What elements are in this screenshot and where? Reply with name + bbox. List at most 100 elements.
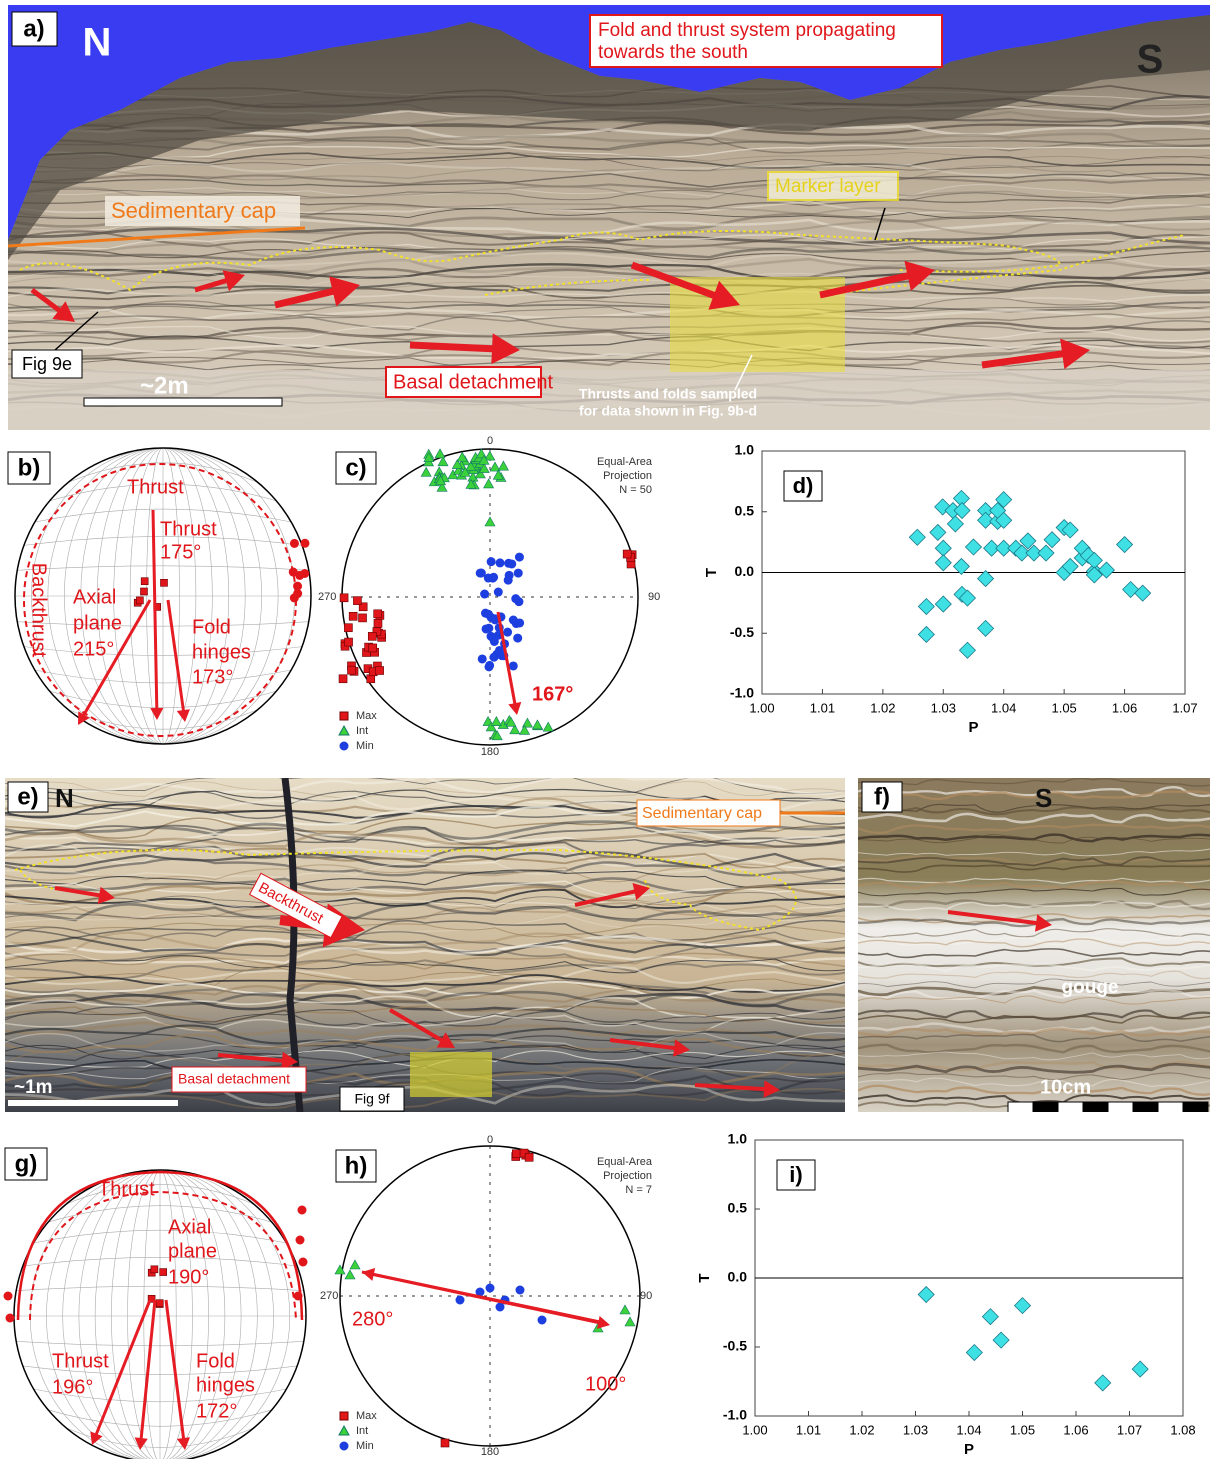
scale-label: 10cm: [1040, 1076, 1091, 1098]
point: [160, 1269, 167, 1276]
data-point: [935, 596, 951, 612]
panel-label: a): [23, 15, 44, 42]
legend-max: [340, 712, 348, 720]
south-label: S: [1137, 38, 1164, 82]
basal-label: Basal detachment: [393, 371, 554, 393]
point: [484, 662, 493, 671]
legend-label: Max: [356, 1410, 377, 1422]
scale-bar: [1133, 1102, 1158, 1114]
data-point: [1095, 1375, 1111, 1391]
y-tick-label: 0.0: [728, 1269, 748, 1285]
stereonet-c: [339, 449, 638, 745]
basal-label: Basal detachment: [178, 1071, 290, 1087]
point: [156, 1300, 163, 1307]
annotation: 172°: [196, 1400, 237, 1422]
direction-label: 270: [318, 591, 336, 603]
point: [348, 666, 356, 674]
point: [160, 579, 167, 586]
point: [480, 590, 489, 599]
point: [625, 1317, 635, 1326]
data-point: [918, 599, 934, 615]
y-tick-label: -0.5: [723, 1338, 747, 1354]
x-tick-label: 1.02: [849, 1422, 874, 1437]
point: [350, 1260, 360, 1269]
north-label: N: [83, 21, 112, 65]
legend-min: [340, 742, 349, 751]
x-tick-label: 1.03: [903, 1422, 928, 1437]
arrow: [167, 600, 190, 722]
legend-int: [339, 1426, 349, 1435]
point: [136, 597, 143, 604]
point: [300, 539, 309, 548]
point: [376, 666, 384, 674]
data-point: [918, 1287, 934, 1303]
annotation: Backthrust: [28, 563, 50, 658]
point: [623, 550, 631, 558]
annotation: 215°: [73, 638, 114, 660]
legend-int: [339, 726, 349, 735]
direction-label: 180: [481, 746, 499, 758]
projection-note: Projection: [603, 470, 652, 482]
annotation: hinges: [196, 1374, 255, 1396]
point: [374, 619, 382, 627]
legend-label: Min: [356, 740, 374, 752]
fig-ref: Fig 9e: [22, 354, 72, 374]
point: [620, 1305, 630, 1314]
stereonet-h: [335, 1146, 640, 1447]
point: [344, 624, 352, 632]
point: [514, 569, 523, 578]
point: [457, 452, 467, 461]
panel-label: h): [345, 1152, 368, 1179]
x-tick-label: 1.07: [1117, 1422, 1142, 1437]
x-tick-label: 1.00: [749, 700, 774, 715]
scale-label: ~1m: [14, 1077, 53, 1098]
panel-label: f): [874, 783, 890, 810]
sedimentary-cap-label: Sedimentary cap: [111, 198, 276, 223]
point: [487, 613, 496, 622]
y-tick-label: -0.5: [730, 624, 754, 640]
panel-f-photo: [858, 778, 1210, 1114]
scale-bar: [1008, 1102, 1033, 1114]
point: [489, 573, 498, 582]
annotation: Axial: [73, 586, 116, 608]
annotation: Fold: [196, 1350, 235, 1372]
point: [504, 576, 513, 585]
x-tick-label: 1.04: [956, 1422, 981, 1437]
point: [435, 449, 445, 458]
direction-label: 180: [481, 1446, 499, 1458]
point: [296, 1236, 305, 1245]
direction-label: 90: [640, 1290, 652, 1302]
point: [353, 597, 361, 605]
point: [487, 557, 496, 566]
x-tick-label: 1.00: [742, 1422, 767, 1437]
panel-label: g): [15, 1150, 38, 1177]
data-point: [1015, 1298, 1031, 1314]
legend-label: Int: [356, 725, 368, 737]
annotation: Thrust: [52, 1350, 109, 1372]
point: [538, 1316, 547, 1325]
y-tick-label: 0.5: [728, 1200, 748, 1216]
point: [485, 517, 495, 526]
data-point: [909, 529, 925, 545]
point: [503, 628, 512, 637]
point: [290, 539, 299, 548]
point: [516, 1286, 525, 1295]
x-tick-label: 1.05: [1051, 700, 1076, 715]
panel-label: d): [793, 473, 814, 498]
scale-bar: [1183, 1102, 1208, 1114]
x-tick-label: 1.08: [1170, 1422, 1195, 1437]
y-tick-label: 1.0: [735, 442, 755, 458]
x-tick-label: 1.02: [870, 700, 895, 715]
annotation: Thrust: [127, 476, 184, 498]
y-axis-label: T: [696, 1273, 713, 1282]
point: [339, 675, 347, 683]
point: [299, 1258, 308, 1267]
point: [441, 1439, 449, 1447]
data-point: [1132, 1361, 1148, 1377]
direction-label: 0: [487, 435, 493, 447]
point: [289, 568, 298, 577]
point: [494, 588, 503, 597]
point: [532, 720, 542, 729]
direction-label: 90: [648, 591, 660, 603]
point: [340, 594, 348, 602]
